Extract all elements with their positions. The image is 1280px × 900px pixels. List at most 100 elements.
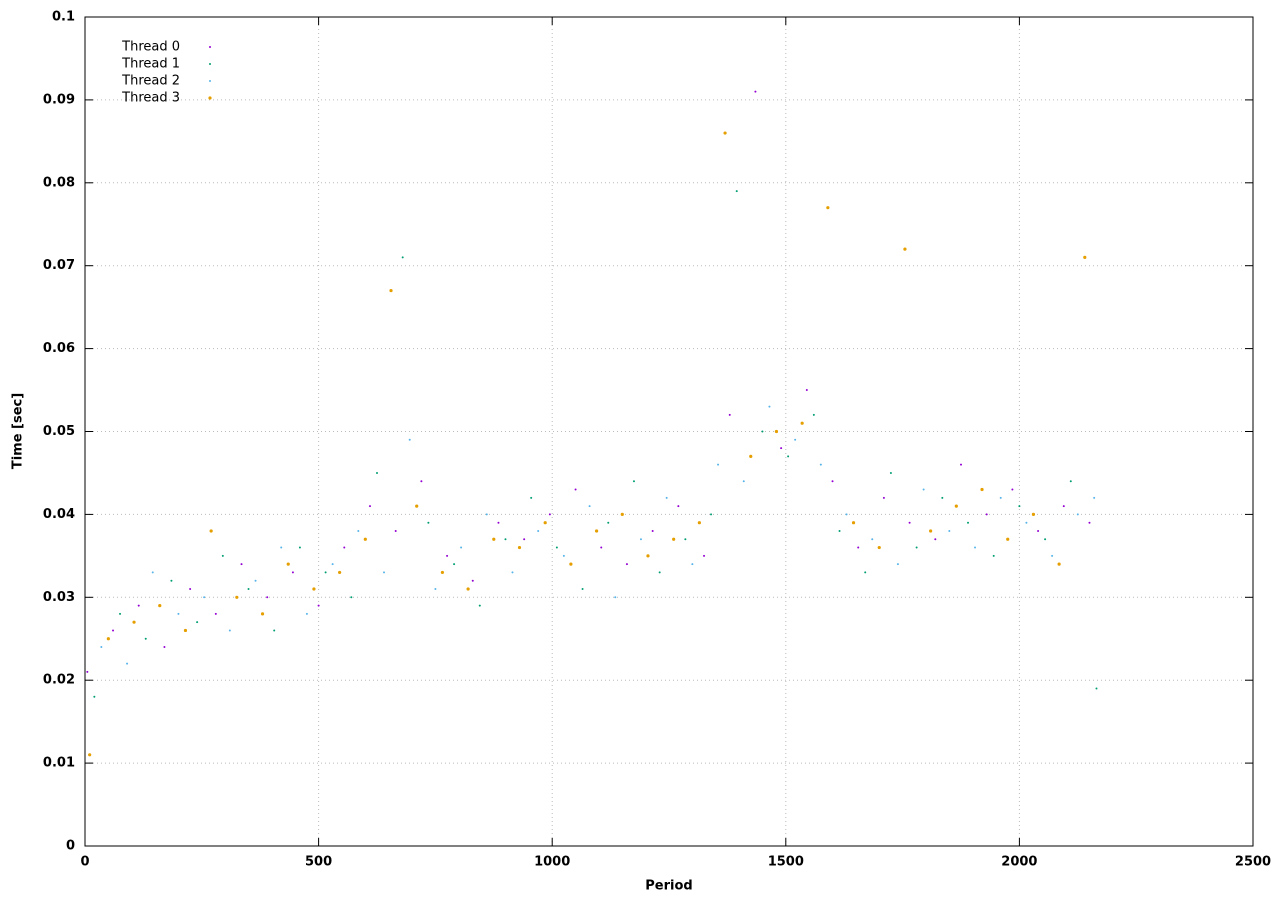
point	[273, 629, 276, 632]
point	[742, 480, 745, 483]
point	[492, 537, 496, 541]
point	[831, 480, 834, 483]
point	[922, 488, 925, 491]
point	[350, 596, 353, 599]
point	[684, 538, 687, 541]
point	[780, 447, 783, 450]
point	[723, 131, 727, 135]
point	[882, 496, 885, 499]
x-tick-label: 1000	[534, 855, 570, 870]
point	[607, 521, 610, 524]
legend-label: Thread 3	[121, 91, 180, 106]
point	[967, 521, 970, 524]
point	[260, 612, 265, 616]
point	[774, 429, 779, 434]
point	[735, 190, 738, 193]
point	[132, 620, 136, 624]
point	[651, 529, 654, 532]
point	[805, 389, 808, 392]
y-tick-label: 0.03	[43, 590, 75, 605]
point	[86, 670, 89, 673]
point	[1051, 554, 1054, 557]
legend-label: Thread 1	[121, 57, 180, 72]
x-tick-label: 2000	[1001, 855, 1037, 870]
y-tick-label: 0.05	[43, 424, 75, 439]
point	[903, 247, 907, 251]
point	[343, 546, 346, 549]
point	[677, 505, 680, 508]
point	[620, 512, 624, 517]
point	[466, 587, 470, 591]
point	[298, 546, 301, 549]
point	[106, 637, 110, 641]
legend-marker	[208, 96, 212, 100]
point	[717, 463, 720, 466]
y-tick-label: 0.09	[43, 92, 75, 107]
point	[548, 513, 551, 516]
point	[703, 554, 706, 557]
point	[394, 529, 397, 532]
point	[1031, 512, 1036, 517]
x-tick-label: 1500	[768, 855, 804, 870]
point	[915, 546, 918, 549]
point	[158, 603, 162, 608]
y-tick-label: 0.1	[52, 10, 75, 25]
point	[1069, 480, 1072, 483]
point	[632, 480, 635, 483]
point	[761, 430, 764, 433]
legend-label: Thread 0	[121, 40, 180, 55]
point	[471, 579, 474, 582]
point	[646, 554, 650, 558]
point	[137, 604, 140, 607]
point	[614, 596, 617, 599]
point	[460, 546, 463, 549]
point	[415, 504, 419, 508]
point	[1062, 505, 1065, 508]
point	[1083, 255, 1087, 260]
point	[383, 571, 386, 574]
point	[851, 521, 856, 525]
point	[985, 513, 988, 516]
point	[291, 571, 294, 574]
point	[523, 538, 526, 541]
point	[1018, 505, 1021, 508]
point	[88, 753, 92, 757]
point	[1037, 529, 1040, 532]
point	[163, 646, 166, 649]
point	[1057, 562, 1061, 566]
point	[749, 454, 753, 458]
point	[338, 570, 342, 575]
point	[183, 628, 188, 633]
point	[170, 579, 173, 582]
point	[960, 463, 962, 466]
point	[845, 513, 848, 516]
y-tick-label: 0.07	[43, 258, 75, 273]
y-tick-label: 0.02	[43, 673, 75, 688]
y-axis-label: Time [sec]	[11, 393, 26, 469]
point	[247, 588, 250, 591]
y-tick-label: 0	[66, 839, 75, 854]
point	[974, 546, 977, 549]
point	[434, 588, 437, 591]
point	[196, 621, 199, 624]
point	[240, 563, 243, 566]
point	[588, 505, 591, 508]
point	[980, 487, 984, 492]
point	[440, 570, 445, 575]
point	[954, 504, 958, 508]
point	[569, 562, 573, 566]
point	[1044, 538, 1047, 541]
point	[286, 562, 290, 566]
point	[376, 471, 378, 474]
point	[357, 529, 360, 532]
point	[665, 496, 668, 499]
point	[999, 496, 1002, 499]
point	[254, 579, 257, 582]
point	[857, 546, 860, 549]
point	[126, 662, 129, 665]
point	[672, 537, 676, 541]
point	[228, 629, 231, 632]
point	[363, 537, 367, 541]
point	[754, 90, 757, 93]
